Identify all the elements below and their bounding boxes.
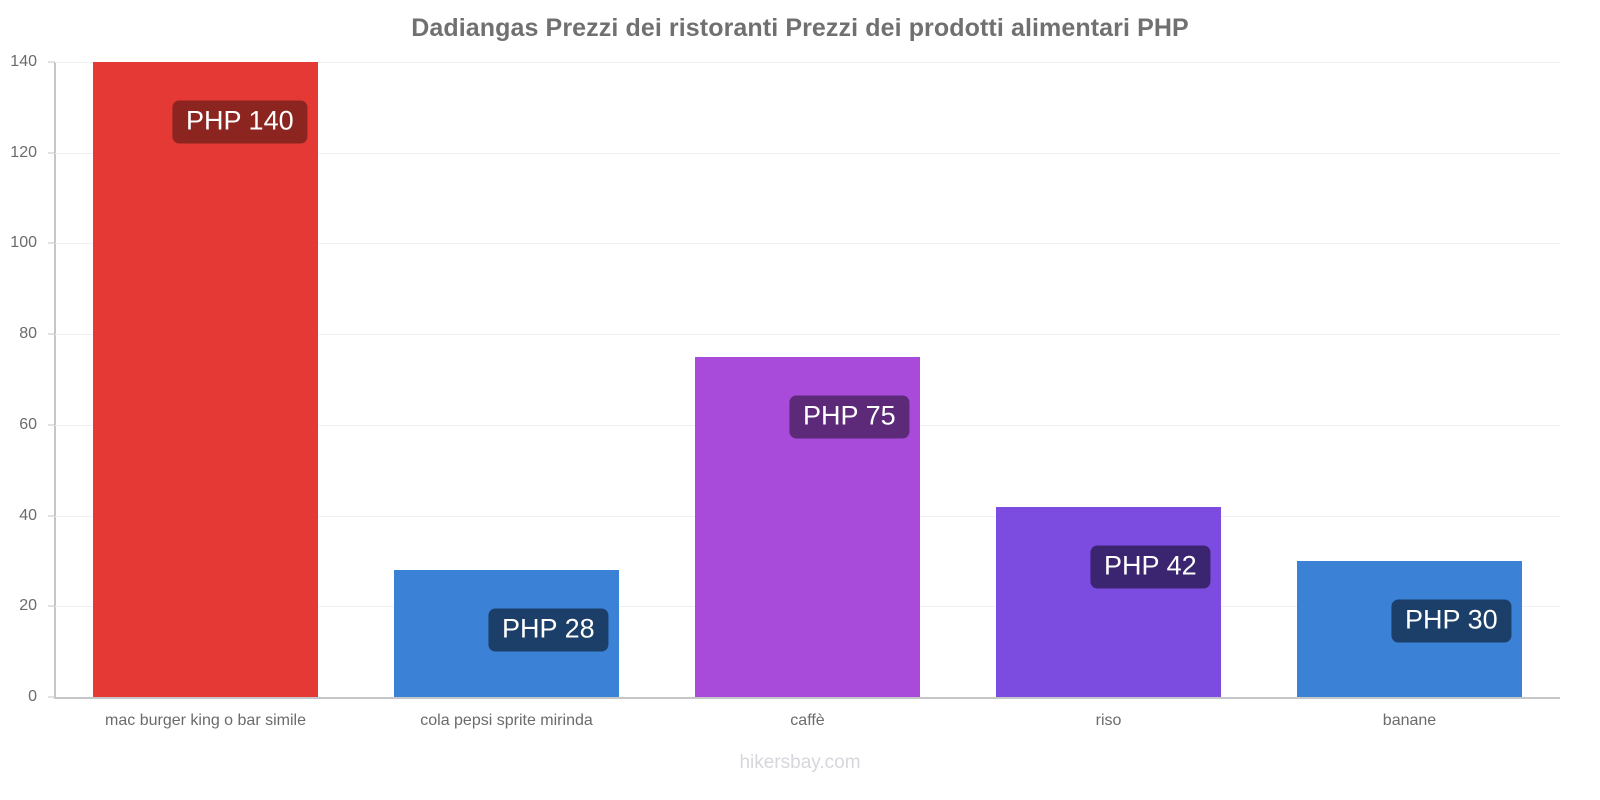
y-axis-tick-label: 0 [28,688,37,705]
y-axis-tick-label: 120 [10,143,37,161]
x-axis-tick-label: cola pepsi sprite mirinda [420,712,593,729]
gridline [55,697,1560,699]
gridline [55,152,1560,154]
x-axis-tick-label: mac burger king o bar simile [105,712,306,729]
gridline [55,243,1560,245]
bar-value-label: PHP 42 [1090,545,1211,588]
y-axis-tick-mark [48,333,55,335]
y-axis-tick-mark [48,242,55,244]
x-axis-tick-label: banane [1382,712,1437,729]
y-axis-tick-mark [48,424,55,426]
y-axis-line [54,62,56,699]
bar[interactable] [93,62,318,697]
x-axis-tick-label: riso [1095,712,1122,729]
bar-value-label: PHP 28 [488,608,609,652]
x-axis-tick-label: caffè [790,712,825,729]
y-axis-tick-mark [48,605,55,607]
y-axis-tick-label: 80 [19,325,37,343]
bar-value-label: PHP 75 [789,395,910,439]
y-axis-tick-mark [48,152,55,154]
gridline [55,62,1560,63]
chart-title: Dadiangas Prezzi dei ristoranti Prezzi d… [411,14,1189,42]
y-axis-tick-mark [48,61,55,63]
gridline [55,334,1560,336]
bar[interactable] [996,506,1221,697]
y-axis-tick-label: 40 [19,506,37,524]
bar-value-label: PHP 140 [172,100,308,144]
bar-value-label: PHP 30 [1391,599,1512,643]
plot-area: PHP 140 PHP 28 PHP 75 PHP 42 PHP 30 [55,62,1560,699]
y-axis-tick-label: 140 [10,53,37,70]
y-axis-tick-label: 60 [19,415,37,433]
y-axis-tick-mark [48,515,55,517]
y-axis-tick-label: 20 [19,597,37,615]
chart-footer-source: hikersbay.com [739,752,861,773]
y-axis-tick-mark [48,696,55,698]
y-axis-tick-label: 100 [10,234,37,252]
